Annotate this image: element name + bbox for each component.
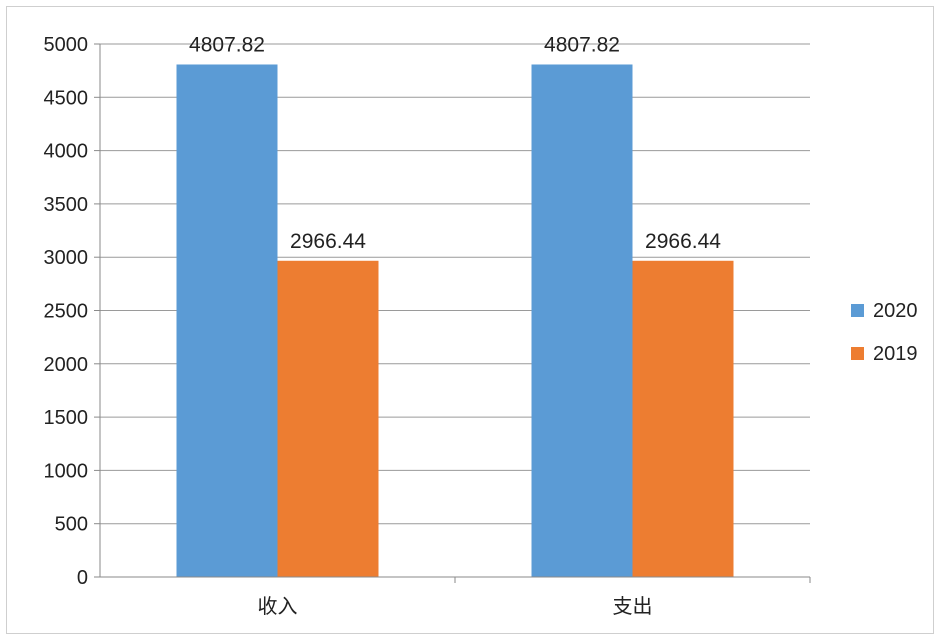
bar-2020-0 — [176, 64, 278, 577]
data-label-2019-0: 2966.44 — [290, 230, 366, 253]
y-axis-ticks: 0 500 1000 1500 2000 2500 3000 3500 4000 4500 5000 — [44, 34, 89, 589]
legend-label-2020: 2020 — [873, 300, 918, 322]
legend-label-2019: 2019 — [873, 343, 918, 365]
y-tick-label-5000: 5000 — [44, 34, 89, 56]
data-label-2020-1: 4807.82 — [544, 33, 620, 56]
bar-2020-1 — [531, 64, 633, 577]
y-tick-label-4500: 4500 — [44, 87, 89, 109]
y-tick-label-500: 500 — [55, 514, 88, 536]
y-tick-label-2500: 2500 — [44, 301, 89, 323]
bar-2019-0 — [277, 260, 379, 577]
data-label-2020-0: 4807.82 — [189, 33, 265, 56]
legend: 2020 2019 — [851, 300, 918, 365]
legend-swatch-2020 — [851, 304, 864, 317]
bar-2019-1 — [632, 260, 734, 577]
y-tick-label-3000: 3000 — [44, 247, 89, 269]
axes — [94, 43, 811, 583]
y-tick-label-1500: 1500 — [44, 407, 89, 429]
data-labels: 4807.82 2966.44 4807.82 2966.44 — [189, 33, 721, 252]
y-tick-label-3500: 3500 — [44, 194, 89, 216]
x-category-label-1: 支出 — [613, 594, 653, 618]
bars — [176, 64, 734, 577]
x-category-label-0: 收入 — [258, 594, 298, 618]
y-tick-label-2000: 2000 — [44, 354, 89, 376]
y-tick-label-4000: 4000 — [44, 141, 89, 163]
chart-frame — [6, 6, 934, 634]
y-tick-label-1000: 1000 — [44, 460, 89, 482]
data-label-2019-1: 2966.44 — [645, 230, 721, 253]
y-tick-label-0: 0 — [77, 567, 88, 589]
legend-swatch-2019 — [851, 347, 864, 360]
x-axis-categories: 收入 支出 — [258, 594, 653, 618]
